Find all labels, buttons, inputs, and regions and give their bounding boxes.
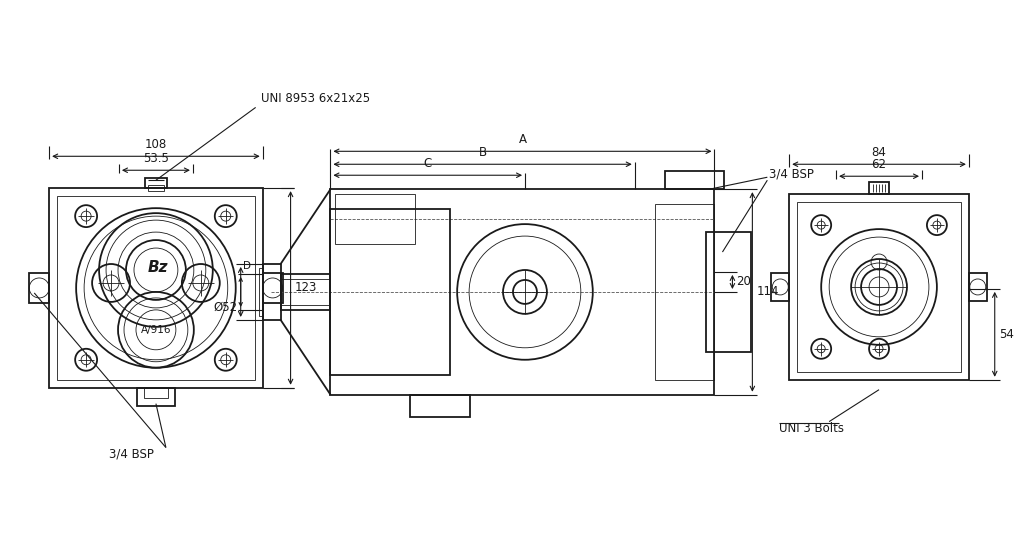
Text: UNI 3 Bolts: UNI 3 Bolts xyxy=(779,422,845,434)
Bar xyxy=(281,274,331,310)
Bar xyxy=(30,273,49,303)
Bar xyxy=(147,185,164,191)
Text: 3/4 BSP: 3/4 BSP xyxy=(109,448,154,461)
Text: B: B xyxy=(478,146,486,159)
Bar xyxy=(869,182,889,194)
Text: 123: 123 xyxy=(295,281,317,294)
Bar xyxy=(707,232,752,352)
Bar xyxy=(336,194,416,244)
Bar xyxy=(969,273,987,301)
Bar xyxy=(771,273,790,301)
Bar xyxy=(145,178,167,188)
Bar xyxy=(790,194,969,379)
Text: 54: 54 xyxy=(998,328,1014,341)
Bar xyxy=(259,268,262,316)
Text: 53.5: 53.5 xyxy=(143,152,169,165)
Bar xyxy=(331,189,715,394)
Text: 62: 62 xyxy=(871,158,887,171)
Text: A: A xyxy=(518,133,526,147)
Text: Ø52: Ø52 xyxy=(214,301,238,313)
Text: 84: 84 xyxy=(871,146,887,159)
Bar xyxy=(654,204,715,379)
Text: A/916: A/916 xyxy=(140,325,171,335)
Text: 114: 114 xyxy=(757,286,779,298)
Text: D: D xyxy=(243,261,251,271)
Text: Bz: Bz xyxy=(147,261,168,276)
Bar xyxy=(144,387,168,398)
Text: 3/4 BSP: 3/4 BSP xyxy=(769,168,814,181)
Bar xyxy=(262,273,283,303)
Bar xyxy=(331,209,451,375)
Text: 20: 20 xyxy=(736,276,752,288)
Text: UNI 8953 6x21x25: UNI 8953 6x21x25 xyxy=(261,92,370,106)
Text: C: C xyxy=(424,157,432,170)
Text: 108: 108 xyxy=(144,138,167,151)
Bar xyxy=(411,394,470,417)
Bar xyxy=(262,264,281,320)
Bar xyxy=(49,188,262,387)
Bar xyxy=(665,171,724,189)
Bar xyxy=(57,196,255,379)
Bar xyxy=(798,202,961,372)
Bar xyxy=(137,387,175,406)
